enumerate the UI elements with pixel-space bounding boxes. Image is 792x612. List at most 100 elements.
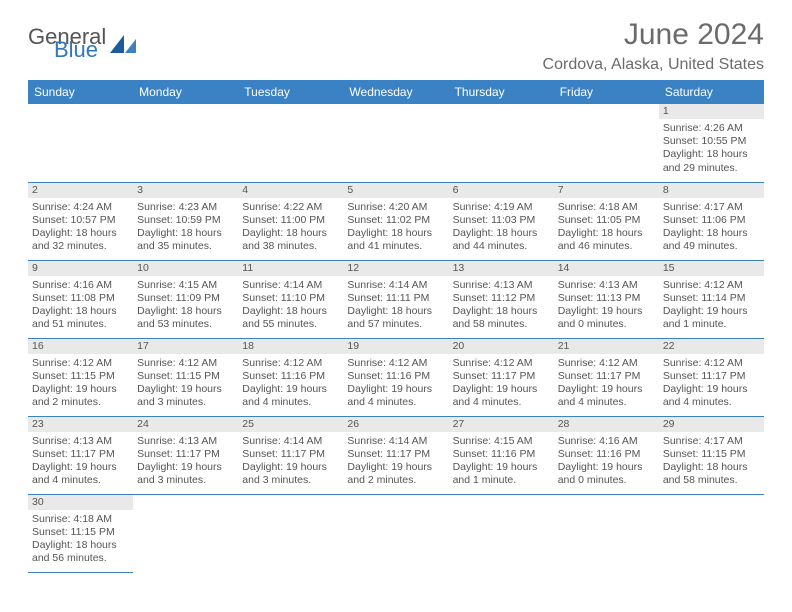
day-number: 14 xyxy=(554,261,659,276)
sunrise-text: Sunrise: 4:13 AM xyxy=(558,279,655,292)
daylight-text: Daylight: 18 hours and 51 minutes. xyxy=(32,305,129,331)
day-number: 13 xyxy=(449,261,554,276)
day-header: Tuesday xyxy=(238,80,343,104)
day-number: 5 xyxy=(343,183,448,198)
sunset-text: Sunset: 11:16 PM xyxy=(558,448,655,461)
day-info: Sunrise: 4:12 AMSunset: 11:16 PMDaylight… xyxy=(242,356,339,410)
day-info: Sunrise: 4:12 AMSunset: 11:17 PMDaylight… xyxy=(558,356,655,410)
sunrise-text: Sunrise: 4:14 AM xyxy=(242,279,339,292)
sunset-text: Sunset: 11:08 PM xyxy=(32,292,129,305)
day-number: 29 xyxy=(659,417,764,432)
calendar-week: 9Sunrise: 4:16 AMSunset: 11:08 PMDayligh… xyxy=(28,260,764,338)
sunrise-text: Sunrise: 4:14 AM xyxy=(347,435,444,448)
calendar-cell xyxy=(28,104,133,182)
day-info: Sunrise: 4:16 AMSunset: 11:16 PMDaylight… xyxy=(558,434,655,488)
sunset-text: Sunset: 11:13 PM xyxy=(558,292,655,305)
sunset-text: Sunset: 11:06 PM xyxy=(663,214,760,227)
sunrise-text: Sunrise: 4:12 AM xyxy=(453,357,550,370)
sunrise-text: Sunrise: 4:16 AM xyxy=(32,279,129,292)
day-header: Monday xyxy=(133,80,238,104)
day-number: 4 xyxy=(238,183,343,198)
day-info: Sunrise: 4:18 AMSunset: 11:15 PMDaylight… xyxy=(32,512,129,566)
day-info: Sunrise: 4:13 AMSunset: 11:13 PMDaylight… xyxy=(558,278,655,332)
sunrise-text: Sunrise: 4:18 AM xyxy=(558,201,655,214)
daylight-text: Daylight: 18 hours and 57 minutes. xyxy=(347,305,444,331)
day-info: Sunrise: 4:22 AMSunset: 11:00 PMDaylight… xyxy=(242,200,339,254)
sunrise-text: Sunrise: 4:14 AM xyxy=(242,435,339,448)
day-number: 18 xyxy=(238,339,343,354)
sunset-text: Sunset: 11:16 PM xyxy=(453,448,550,461)
day-number: 21 xyxy=(554,339,659,354)
day-number: 3 xyxy=(133,183,238,198)
sunset-text: Sunset: 11:17 PM xyxy=(347,448,444,461)
day-info: Sunrise: 4:24 AMSunset: 10:57 PMDaylight… xyxy=(32,200,129,254)
daylight-text: Daylight: 19 hours and 0 minutes. xyxy=(558,305,655,331)
day-info: Sunrise: 4:17 AMSunset: 11:06 PMDaylight… xyxy=(663,200,760,254)
day-info: Sunrise: 4:17 AMSunset: 11:15 PMDaylight… xyxy=(663,434,760,488)
sunset-text: Sunset: 10:59 PM xyxy=(137,214,234,227)
sunset-text: Sunset: 11:17 PM xyxy=(242,448,339,461)
day-number: 8 xyxy=(659,183,764,198)
sunset-text: Sunset: 11:17 PM xyxy=(453,370,550,383)
calendar-cell: 19Sunrise: 4:12 AMSunset: 11:16 PMDaylig… xyxy=(343,338,448,416)
day-info: Sunrise: 4:12 AMSunset: 11:17 PMDaylight… xyxy=(453,356,550,410)
sunset-text: Sunset: 11:05 PM xyxy=(558,214,655,227)
calendar-cell: 2 Sunrise: 4:24 AMSunset: 10:57 PMDayligh… xyxy=(28,182,133,260)
day-header-row: Sunday Monday Tuesday Wednesday Thursday… xyxy=(28,80,764,104)
calendar-cell: 3Sunrise: 4:23 AMSunset: 10:59 PMDayligh… xyxy=(133,182,238,260)
sunrise-text: Sunrise: 4:26 AM xyxy=(663,122,760,135)
sunset-text: Sunset: 11:17 PM xyxy=(32,448,129,461)
day-number: 30 xyxy=(28,495,133,510)
sunset-text: Sunset: 11:16 PM xyxy=(347,370,444,383)
daylight-text: Daylight: 18 hours and 35 minutes. xyxy=(137,227,234,253)
day-info: Sunrise: 4:14 AMSunset: 11:17 PMDaylight… xyxy=(242,434,339,488)
sunset-text: Sunset: 11:15 PM xyxy=(663,448,760,461)
day-header: Thursday xyxy=(449,80,554,104)
sunrise-text: Sunrise: 4:12 AM xyxy=(558,357,655,370)
calendar-cell: 25 Sunrise: 4:14 AMSunset: 11:17 PMDaylig… xyxy=(238,416,343,494)
day-header: Friday xyxy=(554,80,659,104)
day-number: 1 xyxy=(659,104,764,119)
calendar-cell xyxy=(659,494,764,572)
day-number: 19 xyxy=(343,339,448,354)
day-number: 16 xyxy=(28,339,133,354)
sunrise-text: Sunrise: 4:18 AM xyxy=(32,513,129,526)
day-info: Sunrise: 4:13 AMSunset: 11:17 PMDaylight… xyxy=(32,434,129,488)
calendar-cell xyxy=(343,494,448,572)
day-info: Sunrise: 4:12 AMSunset: 11:17 PMDaylight… xyxy=(663,356,760,410)
calendar-week: 1Sunrise: 4:26 AMSunset: 10:55 PMDayligh… xyxy=(28,104,764,182)
day-number: 25 xyxy=(238,417,343,432)
sunset-text: Sunset: 11:17 PM xyxy=(137,448,234,461)
sunset-text: Sunset: 11:17 PM xyxy=(663,370,760,383)
calendar-week: 16Sunrise: 4:12 AMSunset: 11:15 PMDaylig… xyxy=(28,338,764,416)
calendar-cell xyxy=(343,104,448,182)
sunrise-text: Sunrise: 4:17 AM xyxy=(663,201,760,214)
sunset-text: Sunset: 11:15 PM xyxy=(32,370,129,383)
daylight-text: Daylight: 19 hours and 0 minutes. xyxy=(558,461,655,487)
month-title: June 2024 xyxy=(543,18,764,52)
day-info: Sunrise: 4:14 AMSunset: 11:10 PMDaylight… xyxy=(242,278,339,332)
daylight-text: Daylight: 18 hours and 46 minutes. xyxy=(558,227,655,253)
day-header: Sunday xyxy=(28,80,133,104)
calendar-cell: 15Sunrise: 4:12 AMSunset: 11:14 PMDaylig… xyxy=(659,260,764,338)
day-info: Sunrise: 4:15 AMSunset: 11:16 PMDaylight… xyxy=(453,434,550,488)
sunset-text: Sunset: 10:57 PM xyxy=(32,214,129,227)
calendar-cell: 6Sunrise: 4:19 AMSunset: 11:03 PMDayligh… xyxy=(449,182,554,260)
day-number: 12 xyxy=(343,261,448,276)
calendar-cell: 29 Sunrise: 4:17 AMSunset: 11:15 PMDaylig… xyxy=(659,416,764,494)
daylight-text: Daylight: 18 hours and 32 minutes. xyxy=(32,227,129,253)
calendar-cell: 11Sunrise: 4:14 AMSunset: 11:10 PMDaylig… xyxy=(238,260,343,338)
calendar-cell: 18 Sunrise: 4:12 AMSunset: 11:16 PMDaylig… xyxy=(238,338,343,416)
calendar-table: Sunday Monday Tuesday Wednesday Thursday… xyxy=(28,80,764,573)
daylight-text: Daylight: 18 hours and 58 minutes. xyxy=(663,461,760,487)
sunrise-text: Sunrise: 4:12 AM xyxy=(663,279,760,292)
day-info: Sunrise: 4:20 AMSunset: 11:02 PMDaylight… xyxy=(347,200,444,254)
sunset-text: Sunset: 11:14 PM xyxy=(663,292,760,305)
sunset-text: Sunset: 11:03 PM xyxy=(453,214,550,227)
daylight-text: Daylight: 19 hours and 1 minute. xyxy=(663,305,760,331)
day-number: 10 xyxy=(133,261,238,276)
sunrise-text: Sunrise: 4:15 AM xyxy=(137,279,234,292)
logo: General Blue xyxy=(28,28,138,59)
day-number: 2 xyxy=(28,183,133,198)
sunset-text: Sunset: 11:10 PM xyxy=(242,292,339,305)
